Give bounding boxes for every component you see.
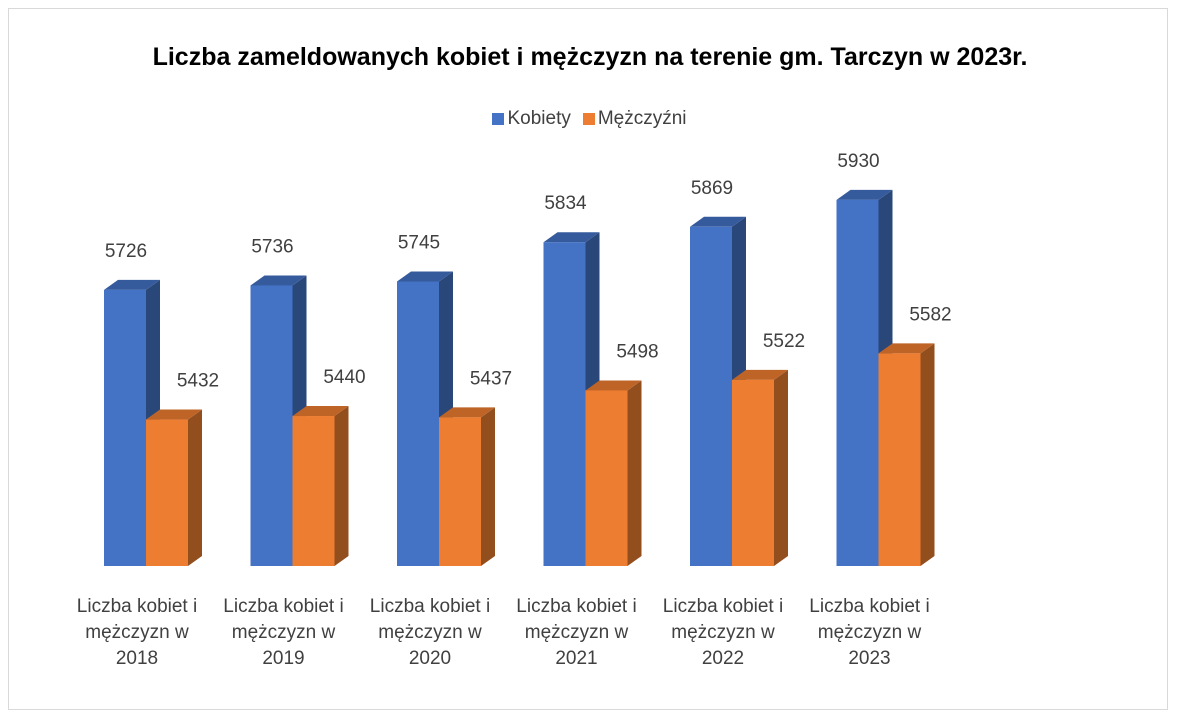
legend-item: Mężczyźni (582, 108, 687, 130)
bar-top (104, 279, 160, 290)
data-label: 5498 (616, 341, 658, 362)
data-label: 5437 (470, 368, 512, 389)
bar (250, 285, 293, 566)
x-tick-label: Liczba kobiet i mężczyzn w 2023 (809, 596, 930, 669)
bar-top (439, 407, 495, 418)
bar-top (585, 380, 642, 391)
data-label: 5522 (763, 331, 805, 352)
legend-item: Kobiety (492, 108, 571, 130)
bar (585, 390, 628, 566)
bar (439, 417, 481, 566)
bar-top (543, 232, 600, 243)
legend-label: Mężczyźni (597, 108, 687, 129)
data-label: 5930 (837, 151, 879, 172)
bar (732, 379, 774, 566)
x-tick-label: Liczba kobiet i mężczyzn w 2018 (76, 596, 198, 669)
bar-side (481, 407, 495, 566)
bar (397, 281, 439, 566)
bar (836, 199, 879, 566)
bar (146, 419, 188, 566)
bar-side (920, 343, 935, 566)
bar-top (878, 343, 935, 354)
bar-top (292, 406, 349, 417)
bar-top (732, 369, 788, 380)
x-tick-label: Liczba kobiet i mężczyzn w 2021 (516, 596, 637, 669)
bar-top (397, 271, 453, 282)
bar (104, 289, 146, 566)
data-label: 5736 (251, 236, 293, 257)
bar (690, 226, 732, 566)
bar (292, 416, 335, 566)
data-label: 5726 (105, 241, 147, 262)
data-label: 5869 (691, 178, 733, 199)
legend-swatch (582, 113, 595, 125)
x-tick-label: Liczba kobiet i mężczyzn w 2020 (369, 596, 491, 669)
bar-side (774, 369, 788, 566)
chart-title: Liczba zameldowanych kobiet i mężczyzn n… (152, 43, 1028, 71)
bar-top (690, 216, 746, 227)
legend-swatch (492, 113, 505, 125)
legend: Kobiety Mężczyźni (0, 108, 1179, 130)
data-label: 5582 (909, 304, 951, 325)
bar (878, 353, 921, 566)
x-tick-label: Liczba kobiet i mężczyzn w 2022 (662, 596, 784, 669)
bar-side (627, 380, 642, 566)
data-label: 5440 (323, 367, 365, 388)
bar-top (836, 189, 893, 200)
data-label: 5745 (398, 232, 440, 253)
data-label: 5834 (544, 193, 587, 214)
legend-label: Kobiety (507, 108, 571, 129)
chart-frame (8, 8, 1168, 710)
data-label: 5432 (177, 371, 219, 392)
bar-side (334, 406, 349, 566)
x-tick-label: Liczba kobiet i mężczyzn w 2019 (223, 596, 344, 669)
bar-top (146, 409, 202, 420)
bar (543, 242, 586, 567)
bar-side (188, 409, 202, 566)
bar-top (250, 275, 307, 286)
